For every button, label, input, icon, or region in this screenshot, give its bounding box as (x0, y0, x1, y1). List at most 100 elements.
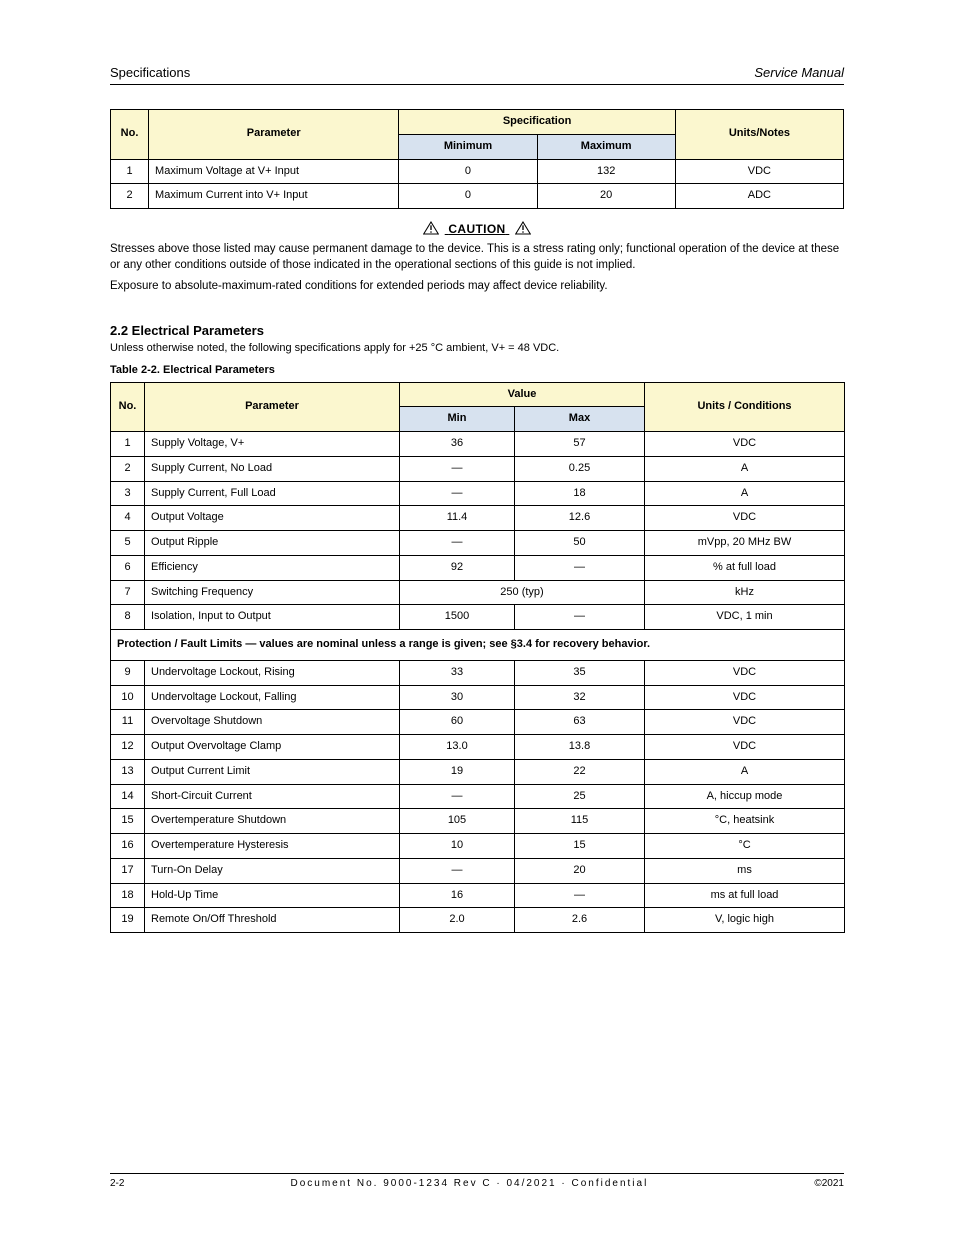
cell-max: 0.25 (515, 456, 645, 481)
cell-no: 19 (111, 908, 145, 933)
cell-max: 132 (537, 159, 675, 184)
cell-min: — (400, 784, 515, 809)
running-head-right: Service Manual (754, 65, 844, 80)
cell-min: — (400, 456, 515, 481)
cell-param: Maximum Voltage at V+ Input (149, 159, 399, 184)
running-head: Specifications Service Manual (110, 65, 844, 85)
cell-max: 57 (515, 432, 645, 457)
warning-icon (515, 221, 531, 235)
cell-no: 17 (111, 858, 145, 883)
table2-head: No. Parameter Value Units / Conditions M… (111, 382, 845, 432)
cell-units: mVpp, 20 MHz BW (645, 531, 845, 556)
table-row: 3Supply Current, Full Load—18A (111, 481, 845, 506)
cell-max: 12.6 (515, 506, 645, 531)
cell-units: % at full load (645, 555, 845, 580)
cell-max: 115 (515, 809, 645, 834)
cell-max: 22 (515, 759, 645, 784)
col-value: Value (400, 382, 645, 407)
cell-no: 15 (111, 809, 145, 834)
cell-max: 13.8 (515, 735, 645, 760)
col-parameter: Parameter (145, 382, 400, 432)
cell-no: 2 (111, 184, 149, 209)
table-row: 8Isolation, Input to Output1500—VDC, 1 m… (111, 605, 845, 630)
table1-body: 1Maximum Voltage at V+ Input0132VDC2Maxi… (111, 159, 844, 209)
table-row: 1Supply Voltage, V+3657VDC (111, 432, 845, 457)
cell-units: °C (645, 834, 845, 859)
col-spec: Specification (399, 110, 675, 135)
page: Specifications Service Manual No. Parame… (0, 0, 954, 1235)
cell-param: Remote On/Off Threshold (145, 908, 400, 933)
cell-no: 12 (111, 735, 145, 760)
cell-units: V, logic high (645, 908, 845, 933)
footer-center-text: Document No. 9000‑1234 Rev C · 04/2021 ·… (291, 1178, 649, 1189)
cell-param: Output Ripple (145, 531, 400, 556)
col-min: Min (400, 407, 515, 432)
col-units: Units/Notes (675, 110, 843, 160)
cell-no: 7 (111, 580, 145, 605)
cell-param: Supply Current, No Load (145, 456, 400, 481)
cell-min: 30 (400, 685, 515, 710)
cell-max: 15 (515, 834, 645, 859)
cell-param: Maximum Current into V+ Input (149, 184, 399, 209)
cell-min: — (400, 481, 515, 506)
cell-param: Supply Voltage, V+ (145, 432, 400, 457)
cell-no: 18 (111, 883, 145, 908)
cell-min: — (400, 531, 515, 556)
table-subhead-row: Protection / Fault Limits — values are n… (111, 630, 845, 661)
cell-min: 36 (400, 432, 515, 457)
cell-no: 13 (111, 759, 145, 784)
table1-head: No. Parameter Specification Units/Notes … (111, 110, 844, 160)
caution-title: CAUTION (110, 221, 844, 236)
cell-units: A (645, 481, 845, 506)
cell-max: 20 (537, 184, 675, 209)
cell-min: 0 (399, 159, 537, 184)
table-row: 17Turn‑On Delay—20ms (111, 858, 845, 883)
cell-min: 11.4 (400, 506, 515, 531)
cell-units: VDC (645, 660, 845, 685)
table-row: 19Remote On/Off Threshold2.02.6V, logic … (111, 908, 845, 933)
cell-units: ADC (675, 184, 843, 209)
cell-param: Output Voltage (145, 506, 400, 531)
table-row: 15Overtemperature Shutdown105115°C, heat… (111, 809, 845, 834)
subhead-text: Protection / Fault Limits — values are n… (111, 630, 845, 661)
cell-units: °C, heatsink (645, 809, 845, 834)
cell-max: 2.6 (515, 908, 645, 933)
table-row: 14Short‑Circuit Current—25A, hiccup mode (111, 784, 845, 809)
cell-param: Isolation, Input to Output (145, 605, 400, 630)
cell-units: A (645, 759, 845, 784)
footer-right: ©2021 (814, 1178, 844, 1189)
cell-units: VDC (645, 710, 845, 735)
col-min: Minimum (399, 134, 537, 159)
table-row: 5Output Ripple—50mVpp, 20 MHz BW (111, 531, 845, 556)
cell-no: 3 (111, 481, 145, 506)
table2-caption: Table 2‑2. Electrical Parameters (110, 364, 844, 376)
cell-max: 25 (515, 784, 645, 809)
table-row: 7Switching Frequency250 (typ)kHz (111, 580, 845, 605)
cell-param: Hold‑Up Time (145, 883, 400, 908)
cell-no: 9 (111, 660, 145, 685)
cell-no: 16 (111, 834, 145, 859)
cell-no: 10 (111, 685, 145, 710)
table-row: 16Overtemperature Hysteresis1015°C (111, 834, 845, 859)
cell-units: VDC (645, 506, 845, 531)
cell-max: 20 (515, 858, 645, 883)
table-absolute-max: No. Parameter Specification Units/Notes … (110, 109, 844, 209)
cell-units: A (645, 456, 845, 481)
cell-min: 2.0 (400, 908, 515, 933)
cell-units: kHz (645, 580, 845, 605)
cell-min: 10 (400, 834, 515, 859)
caution-para-2: Exposure to absolute‑maximum‑rated condi… (110, 279, 844, 295)
cell-units: VDC (645, 432, 845, 457)
cell-min: — (400, 858, 515, 883)
cell-min: 92 (400, 555, 515, 580)
table-row: 11Overvoltage Shutdown6063VDC (111, 710, 845, 735)
cell-units: A, hiccup mode (645, 784, 845, 809)
warning-icon (423, 221, 439, 235)
cell-max: — (515, 555, 645, 580)
cell-no: 6 (111, 555, 145, 580)
cell-param: Overvoltage Shutdown (145, 710, 400, 735)
cell-no: 1 (111, 159, 149, 184)
cell-param: Undervoltage Lockout, Falling (145, 685, 400, 710)
cell-min: 16 (400, 883, 515, 908)
cell-no: 5 (111, 531, 145, 556)
